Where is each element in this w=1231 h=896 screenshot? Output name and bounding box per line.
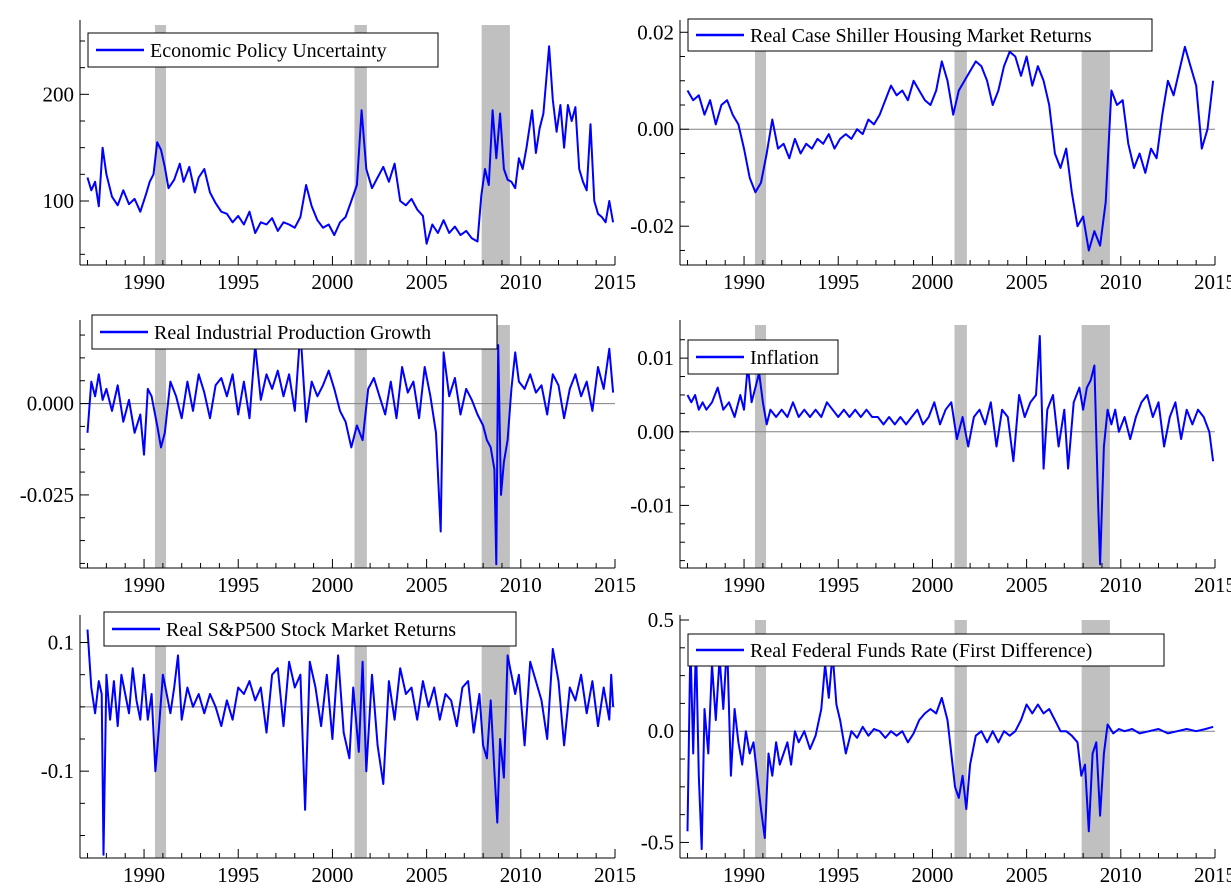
x-tick-label: 2005: [406, 573, 448, 597]
recession-band-2: [354, 25, 367, 265]
y-tick-label: -0.01: [630, 493, 674, 517]
x-tick-label: 2015: [1194, 573, 1231, 597]
x-tick-label: 1990: [123, 863, 165, 887]
x-tick-label: 2000: [911, 270, 953, 294]
legend: Real Industrial Production Growth: [91, 314, 498, 350]
legend-label: Economic Policy Uncertainty: [150, 40, 387, 62]
x-tick-label: 1990: [123, 270, 165, 294]
x-tick-label: 2000: [311, 573, 353, 597]
recession-band-1: [154, 620, 167, 858]
legend: Real Federal Funds Rate (First Differenc…: [687, 633, 1165, 667]
recession-band-2: [954, 25, 967, 265]
x-tick-label: 2000: [911, 863, 953, 887]
chart-panel-3: 1990 1995 2000 2005 2010 2015 -0.025 0.000 Real …: [20, 314, 636, 597]
chart-panel-6: 1990 1995 2000 2005 2010 2015 -0.5 0.0 0.5 Real F…: [641, 608, 1231, 887]
y-tick-label: -0.5: [641, 830, 674, 854]
recession-band-1: [754, 620, 767, 858]
y-tick-label: -0.025: [20, 483, 74, 507]
legend: Real S&P500 Stock Market Returns: [103, 611, 517, 647]
y-tick-label: 0.000: [27, 392, 74, 416]
y-tick-label: -0.02: [630, 214, 674, 238]
y-tick-label: 0.02: [637, 20, 674, 44]
x-tick-label: 2010: [500, 573, 542, 597]
series-line-1: [686, 641, 1214, 851]
legend-label: Real Industrial Production Growth: [154, 322, 431, 344]
recession-band-2: [354, 325, 367, 568]
x-tick-label: 2015: [594, 863, 636, 887]
series-line-1: [86, 629, 615, 856]
x-tick-label: 2005: [1006, 270, 1048, 294]
x-tick-label: 1995: [817, 270, 859, 294]
x-tick-label: 2010: [500, 863, 542, 887]
x-tick-label: 2010: [1100, 573, 1142, 597]
series-line-1: [686, 335, 1215, 566]
x-tick-label: 1990: [723, 863, 765, 887]
x-tick-label: 2015: [594, 270, 636, 294]
legend: Inflation: [687, 339, 839, 375]
x-tick-label: 2005: [406, 863, 448, 887]
y-tick-label: 0.0: [648, 719, 674, 743]
x-tick-label: 2010: [1100, 863, 1142, 887]
legend-box: [687, 18, 1153, 52]
y-tick-label: 100: [43, 189, 75, 213]
recession-band-2: [954, 620, 967, 858]
x-tick-label: 2005: [1006, 863, 1048, 887]
y-tick-label: 200: [43, 82, 75, 106]
recession-band-1: [754, 325, 767, 568]
x-tick-label: 2000: [911, 573, 953, 597]
chart-panel-4: 1990 1995 2000 2005 2010 2015 -0.01 0.00 0.01 Inf…: [630, 320, 1231, 597]
y-tick-label: 0.00: [637, 117, 674, 141]
x-tick-label: 1995: [817, 863, 859, 887]
recession-band-3: [1081, 25, 1110, 265]
x-tick-label: 1990: [123, 573, 165, 597]
y-tick-label: 0.00: [637, 420, 674, 444]
chart-panel-2: 1990 1995 2000 2005 2010 2015 -0.02 0.00 0.02 Rea…: [630, 18, 1231, 294]
y-tick-label: 0.01: [637, 346, 674, 370]
y-tick-label: 0.1: [48, 631, 74, 655]
y-tick-label: -0.1: [41, 759, 74, 783]
legend-label: Inflation: [750, 347, 819, 369]
x-tick-label: 2005: [406, 270, 448, 294]
x-tick-label: 2000: [311, 863, 353, 887]
legend-box: [687, 633, 1165, 667]
y-tick-label: 0.5: [648, 608, 674, 632]
series-line-1: [86, 329, 615, 566]
x-tick-label: 2005: [1006, 573, 1048, 597]
legend-label: Real S&P500 Stock Market Returns: [166, 619, 456, 641]
chart-panel-1: 1990 1995 2000 2005 2010 2015 100 200 Economic P…: [43, 20, 636, 294]
x-tick-label: 1995: [217, 863, 259, 887]
recession-band-2: [954, 325, 967, 568]
legend: Real Case Shiller Housing Market Returns: [687, 18, 1153, 52]
legend-label: Real Case Shiller Housing Market Returns: [750, 25, 1092, 47]
recession-band-1: [754, 25, 767, 265]
legend-box: [91, 314, 498, 350]
x-tick-label: 1990: [723, 573, 765, 597]
recession-band-1: [154, 25, 167, 265]
chart-panel-5: 1990 1995 2000 2005 2010 2015 -0.1 0.1 Real S&P5…: [41, 611, 636, 887]
x-tick-label: 1995: [217, 270, 259, 294]
legend-label: Real Federal Funds Rate (First Differenc…: [750, 640, 1092, 662]
series-line-1: [686, 45, 1215, 252]
x-tick-label: 2015: [1194, 863, 1231, 887]
legend-box: [103, 611, 517, 647]
series-line-1: [86, 45, 615, 245]
x-tick-label: 1990: [723, 270, 765, 294]
x-tick-label: 2015: [594, 573, 636, 597]
x-tick-label: 2010: [500, 270, 542, 294]
x-tick-label: 2015: [1194, 270, 1231, 294]
x-tick-label: 2000: [311, 270, 353, 294]
x-tick-label: 1995: [217, 573, 259, 597]
x-tick-label: 1995: [817, 573, 859, 597]
legend: Economic Policy Uncertainty: [87, 32, 439, 68]
x-tick-label: 2010: [1100, 270, 1142, 294]
legend-box: [87, 32, 439, 68]
